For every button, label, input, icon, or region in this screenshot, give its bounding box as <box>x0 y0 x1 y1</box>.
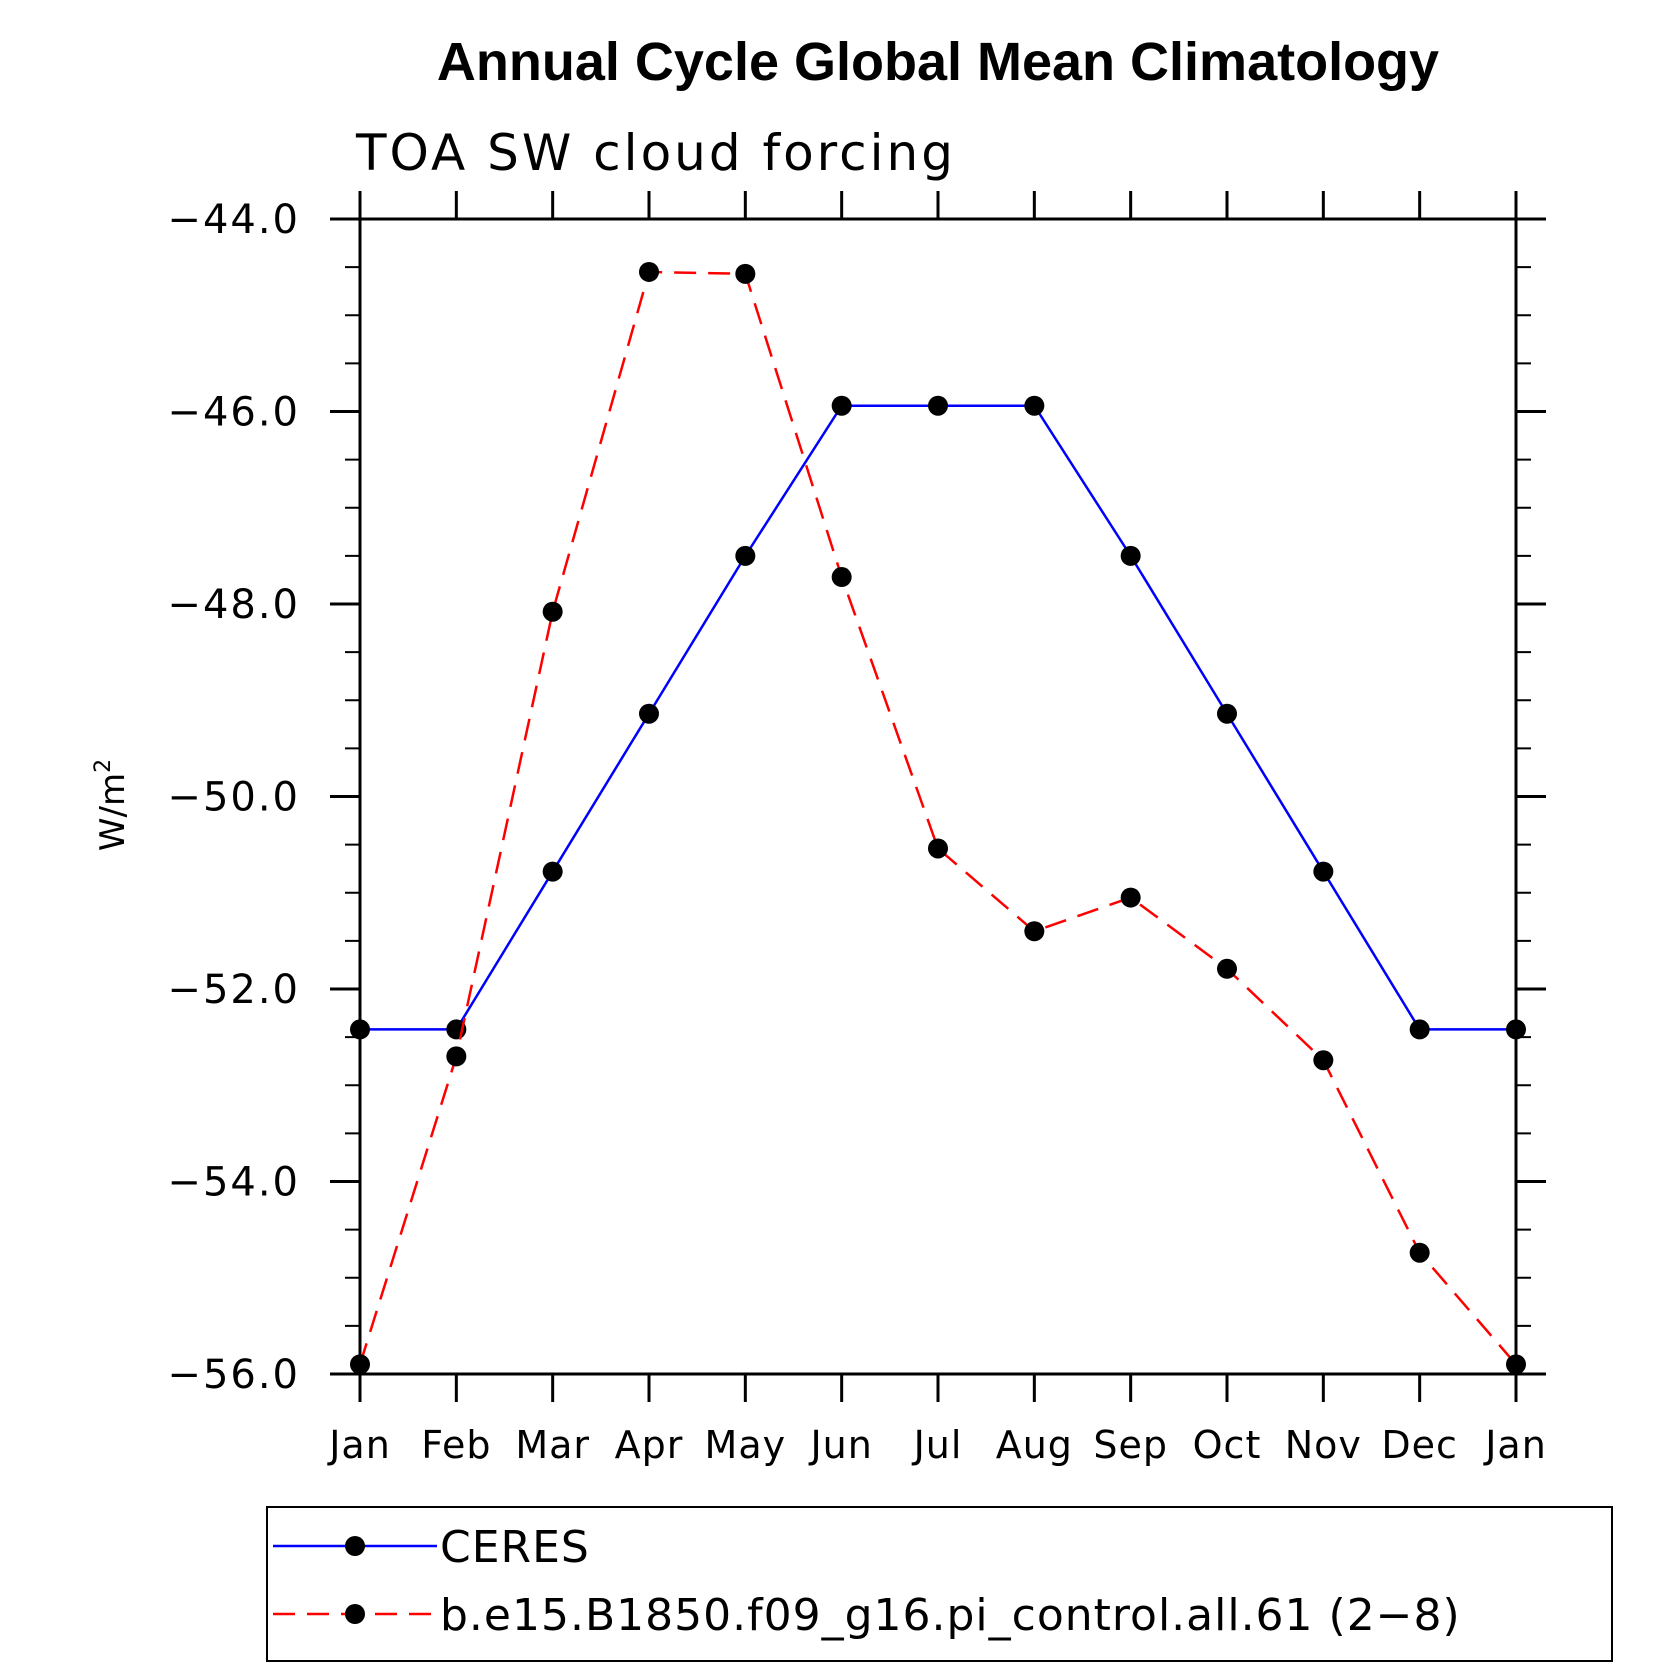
x-tick-label: Mar <box>515 1423 590 1467</box>
legend-marker <box>345 1604 365 1624</box>
data-point <box>1217 703 1237 724</box>
x-tick-labels: Jan Feb Mar Apr May Jun Jul Aug Sep Oct Nov Dec Jan <box>327 1423 1547 1467</box>
x-tick-label: Apr <box>615 1423 684 1467</box>
y-tick-label: −48.0 <box>167 582 300 628</box>
data-point <box>1120 887 1141 908</box>
data-point <box>928 395 948 416</box>
data-point <box>1024 921 1045 942</box>
data-point <box>1120 545 1141 566</box>
x-tick-label: Dec <box>1381 1423 1458 1467</box>
legend-label: CERES <box>440 1522 590 1573</box>
legend-entry: b.e15.B1850.f09_g16.pi_control.all.61 (2… <box>273 1590 1461 1641</box>
data-point <box>1409 1242 1430 1263</box>
x-tick-label: Nov <box>1285 1423 1362 1467</box>
x-tick-label: Jan <box>327 1423 391 1467</box>
data-point <box>542 601 563 622</box>
y-tick-label: −46.0 <box>167 390 300 436</box>
data-point <box>831 395 852 416</box>
series-line <box>358 270 1517 1366</box>
series-1 <box>350 395 1526 1040</box>
legend: CERES b.e15.B1850.f09_g16.pi_control.all.… <box>266 1506 1613 1662</box>
y-tick-label: −44.0 <box>167 197 300 243</box>
y-axis-label-superscript: 2 <box>91 759 116 773</box>
x-tick-label: Jan <box>1483 1423 1547 1467</box>
data-point <box>1313 861 1334 882</box>
legend-box <box>266 1506 1613 1662</box>
y-tick-label: −56.0 <box>167 1352 300 1398</box>
y-tick-label: −50.0 <box>167 775 300 821</box>
x-tick-label: Feb <box>421 1423 491 1467</box>
data-point <box>639 261 659 282</box>
series-layer <box>350 261 1526 1375</box>
y-tick-label: −52.0 <box>167 967 300 1013</box>
legend-entry: CERES <box>273 1522 590 1573</box>
data-point <box>542 861 563 882</box>
data-point <box>1313 1050 1334 1071</box>
x-tick-label: Jun <box>808 1423 872 1467</box>
y-tick-labels: −44.0 −46.0 −48.0 −50.0 −52.0 −54.0 −56.0 <box>167 197 300 1398</box>
legend-marker <box>345 1536 365 1556</box>
legend-entries: CERES b.e15.B1850.f09_g16.pi_control.all.… <box>273 1522 1461 1641</box>
chart-subtitle: TOA SW cloud forcing <box>355 124 956 182</box>
y-axis-label: W/m2 <box>91 759 133 851</box>
axis-ticks <box>330 191 1546 1402</box>
series-line <box>360 404 1516 1031</box>
data-point <box>639 703 659 724</box>
y-tick-label: −54.0 <box>167 1160 300 1206</box>
data-point <box>1217 958 1237 979</box>
data-point <box>446 1046 467 1067</box>
x-tick-label: Jul <box>912 1423 963 1467</box>
legend-label: b.e15.B1850.f09_g16.pi_control.all.61 (2… <box>440 1590 1461 1641</box>
x-tick-label: Sep <box>1093 1423 1168 1467</box>
data-point <box>928 838 948 859</box>
data-point <box>735 263 756 284</box>
data-point <box>831 567 852 588</box>
data-point <box>1024 395 1045 416</box>
x-tick-label: Oct <box>1193 1423 1262 1467</box>
data-point <box>735 545 756 566</box>
x-tick-label: May <box>705 1423 787 1467</box>
x-tick-label: Aug <box>996 1423 1073 1467</box>
series-2 <box>350 261 1526 1375</box>
data-point <box>1409 1019 1430 1040</box>
chart-title: Annual Cycle Global Mean Climatology <box>437 32 1439 92</box>
plot-frame <box>358 217 1518 1376</box>
